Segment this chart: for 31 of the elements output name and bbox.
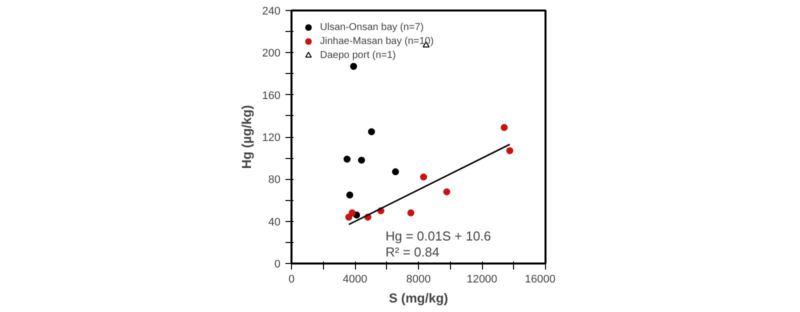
point [346,191,354,198]
point [368,128,376,136]
legend-label: Jinhae-Masan bay (n=10) [320,34,434,48]
x-tick-label: 12000 [466,274,498,286]
y-tick-label: 120 [262,132,281,144]
x-tick-label: 16000 [524,274,556,286]
point [350,62,358,70]
x-tick-label: 4000 [342,274,368,286]
y-tick-label: 80 [268,174,281,186]
point [344,156,351,163]
annotation: Hg = 0.01S + 10.6 [386,228,492,244]
x-tick-label: 0 [288,274,295,286]
legend-label: Ulsan-Onsan bay (n=7) [320,20,424,34]
x-axis-title: S (mg/kg) [388,290,448,306]
point [407,209,414,216]
y-tick-label: 40 [268,216,281,228]
point [348,209,356,216]
y-tick-label: 160 [262,90,281,102]
point [420,174,428,181]
point [392,168,399,176]
y-tick-label: 240 [262,6,281,18]
x-tick-label: 8000 [406,274,431,286]
point [358,156,366,164]
annotation: R² = 0.84 [386,244,440,260]
point [506,147,514,154]
point [500,124,508,132]
y-tick-label: 200 [262,48,281,60]
legend-label: Daepo port (n=1) [320,48,396,62]
y-axis-title: Hg (µg/kg) [239,105,254,169]
point [443,188,450,196]
y-tick-label: 0 [274,258,281,270]
